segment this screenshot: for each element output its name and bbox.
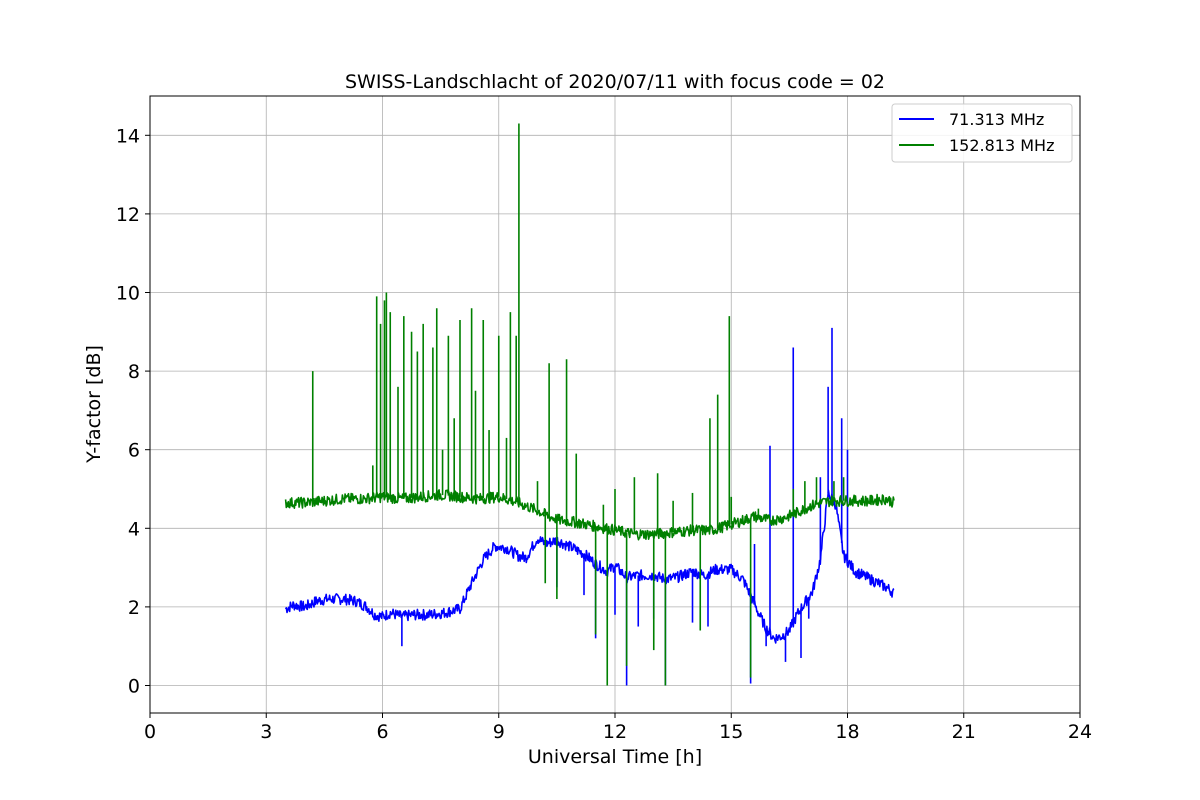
y-tick-label: 6: [128, 440, 140, 462]
y-axis-label: Y-factor [dB]: [83, 345, 105, 464]
y-tick-label: 8: [128, 361, 140, 383]
x-tick-label: 24: [1068, 721, 1092, 743]
x-tick-label: 18: [835, 721, 859, 743]
y-tick-label: 4: [128, 518, 140, 540]
x-tick-label: 6: [376, 721, 388, 743]
x-tick-label: 3: [260, 721, 272, 743]
y-tick-label: 14: [116, 125, 140, 147]
x-axis-label: Universal Time [h]: [528, 746, 702, 768]
x-tick-label: 0: [144, 721, 156, 743]
chart-title: SWISS-Landschlacht of 2020/07/11 with fo…: [345, 71, 885, 93]
series-layer: [284, 123, 895, 686]
legend: 71.313 MHz 152.813 MHz: [891, 103, 1073, 163]
x-tick-label: 15: [719, 721, 743, 743]
legend-label-71mhz: 71.313 MHz: [949, 110, 1044, 129]
y-tick-label: 2: [128, 597, 140, 619]
legend-frame: [891, 103, 1073, 163]
y-tick-label: 0: [128, 675, 140, 697]
legend-label-152mhz: 152.813 MHz: [949, 136, 1054, 155]
y-tick-label: 10: [116, 282, 140, 304]
y-tick-label: 12: [116, 204, 140, 226]
x-tick-label: 12: [603, 721, 627, 743]
x-tick-label: 9: [493, 721, 505, 743]
x-tick-label: 21: [952, 721, 976, 743]
